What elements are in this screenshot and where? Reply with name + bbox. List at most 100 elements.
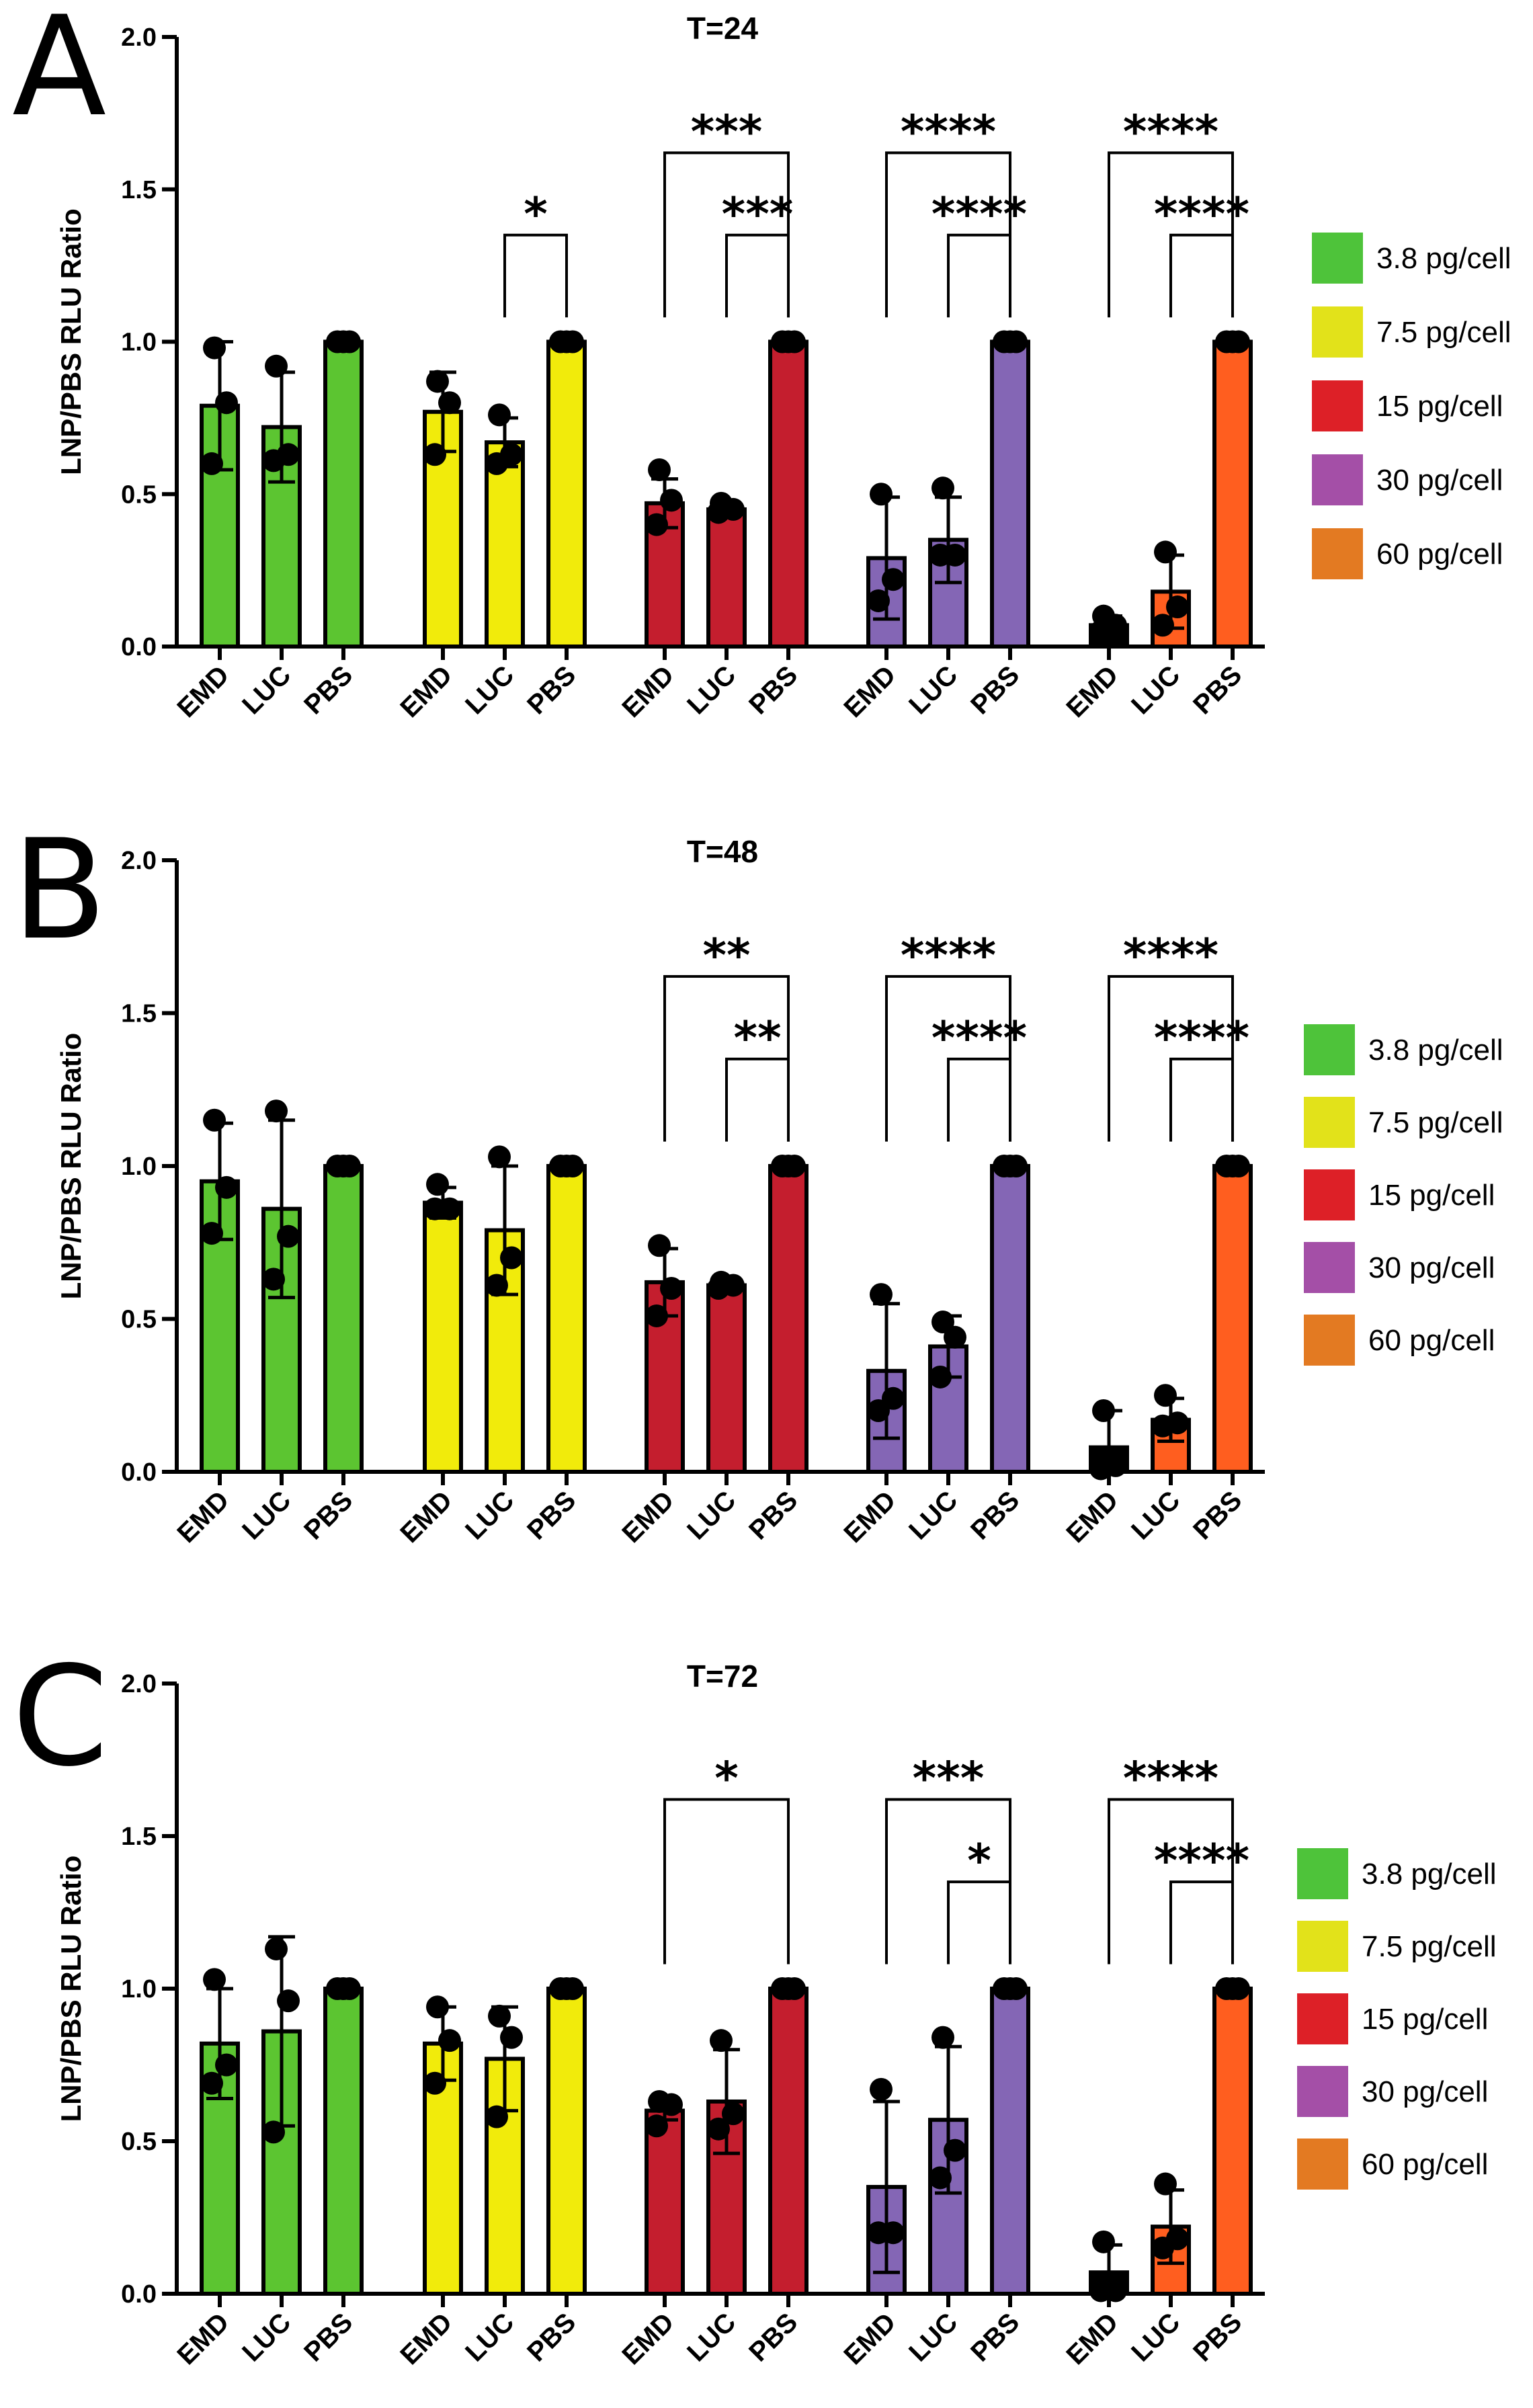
legend: 3.8 pg/cell 7.5 pg/cell 15 pg/cell 30 pg/ce… <box>1297 1848 1497 2190</box>
significance-stars: *** <box>722 188 794 241</box>
data-point <box>929 543 952 567</box>
data-point <box>426 1173 449 1196</box>
significance-stars: ** <box>702 929 750 983</box>
x-tick-label: LUC <box>237 2307 296 2367</box>
data-point <box>944 2139 966 2162</box>
legend-swatch <box>1304 1242 1355 1293</box>
legend-label: 30 pg/cell <box>1362 2075 1488 2108</box>
panel-A: A T=24 LNP/PBS RLU Ratio 0.0 0.5 1.0 1.5 2.0 EMD… <box>12 0 1511 723</box>
x-tick-label: PBS <box>965 2307 1025 2367</box>
significance-stars: ** <box>733 1012 781 1065</box>
y-tick-label: 0.5 <box>121 1306 157 1334</box>
data-point <box>783 1977 806 2000</box>
panel-letter: B <box>12 811 107 970</box>
data-point <box>660 1277 683 1300</box>
significance-bracket: **** <box>1154 188 1249 318</box>
y-tick-label: 1.5 <box>121 1823 157 1851</box>
bracket-line <box>1169 233 1234 318</box>
bar <box>323 1987 364 2296</box>
data-point <box>707 2117 730 2141</box>
x-tick-label: PBS <box>743 2307 803 2367</box>
data-point <box>870 483 893 506</box>
data-point <box>645 513 668 536</box>
bracket-line <box>1169 1057 1234 1142</box>
bar <box>546 1164 587 1474</box>
bar-group-3: EMD LUC PBS <box>616 330 809 723</box>
data-point <box>561 1155 584 1177</box>
data-point <box>488 1145 511 1169</box>
bar <box>990 1164 1030 1474</box>
data-point <box>277 1224 300 1248</box>
bar-group-2: EMD LUC PBS <box>395 1145 587 1548</box>
x-tick-label: EMD <box>838 1485 901 1548</box>
bar-group-2: EMD LUC PBS <box>395 330 587 723</box>
data-point <box>338 1977 361 2000</box>
bar <box>990 1987 1030 2296</box>
legend-swatch <box>1304 1097 1355 1148</box>
x-tick-label: EMD <box>395 2307 458 2370</box>
legend-swatch <box>1312 306 1363 358</box>
data-point <box>200 452 223 475</box>
data-point <box>561 330 584 354</box>
x-tick-label: PBS <box>743 1485 803 1545</box>
bar <box>990 339 1030 649</box>
significance-bracket: **** <box>885 929 1011 1142</box>
x-tick-label: EMD <box>1061 660 1124 723</box>
legend-swatch <box>1304 1169 1355 1220</box>
y-tick-label: 0.0 <box>121 1458 157 1487</box>
legend-label: 60 pg/cell <box>1368 1324 1495 1357</box>
x-tick-label: EMD <box>171 660 235 723</box>
legend-label: 3.8 pg/cell <box>1376 242 1511 275</box>
significance-stars: **** <box>1154 1835 1249 1888</box>
significance-bracket: * <box>503 188 568 318</box>
bar <box>1212 1987 1253 2296</box>
data-point <box>931 476 954 500</box>
data-point <box>1227 1155 1250 1177</box>
panel-letter: A <box>12 0 106 147</box>
significance-bracket: *** <box>722 188 794 318</box>
data-point <box>215 2053 238 2077</box>
data-point <box>870 1283 893 1306</box>
significance-stars: **** <box>1123 106 1218 159</box>
bar <box>485 440 525 649</box>
data-point <box>867 589 890 612</box>
data-point <box>203 1108 226 1132</box>
bar <box>546 339 587 649</box>
bar <box>768 339 809 649</box>
data-point <box>438 391 461 415</box>
bar <box>323 1164 364 1474</box>
data-point <box>1151 2236 1174 2259</box>
data-point <box>1151 614 1174 637</box>
data-point <box>707 1277 730 1300</box>
bar <box>323 339 364 649</box>
significance-stars: **** <box>901 929 996 983</box>
panel-B: B T=48 LNP/PBS RLU Ratio 0.0 0.5 1.0 1.5 2.0 EMD… <box>12 811 1503 1548</box>
legend-label: 30 pg/cell <box>1376 464 1503 497</box>
data-point <box>1089 2279 1112 2302</box>
data-point <box>438 2029 461 2052</box>
data-point <box>265 1099 288 1123</box>
significance-stars: **** <box>931 1012 1027 1065</box>
bar <box>1212 1164 1253 1474</box>
x-tick-label: LUC <box>1126 2307 1186 2367</box>
x-tick-label: PBS <box>965 1485 1025 1545</box>
data-point <box>867 2221 890 2245</box>
bar-group-5: EMD LUC PBS <box>1061 330 1253 723</box>
y-tick-label: 1.5 <box>121 176 157 204</box>
data-point <box>262 449 285 472</box>
bar-group-4: EMD LUC PBS <box>838 1155 1030 1548</box>
x-tick-label: LUC <box>1126 1485 1186 1545</box>
y-tick-label: 1.0 <box>121 1153 157 1181</box>
y-axis-label: LNP/PBS RLU Ratio <box>55 208 87 475</box>
bar <box>768 1164 809 1474</box>
data-point <box>931 1311 954 1334</box>
significance-stars: **** <box>1123 1753 1218 1806</box>
y-tick-label: 0.5 <box>121 2128 157 2156</box>
y-tick-label: 0.0 <box>121 633 157 661</box>
legend: 3.8 pg/cell 7.5 pg/cell 15 pg/cell 30 pg/ce… <box>1312 233 1511 579</box>
y-tick-label: 0.5 <box>121 481 157 509</box>
bracket-line <box>1169 1880 1234 1964</box>
x-tick-label: PBS <box>298 2307 358 2367</box>
data-point <box>262 1268 285 1291</box>
x-tick-label: LUC <box>460 2307 520 2367</box>
